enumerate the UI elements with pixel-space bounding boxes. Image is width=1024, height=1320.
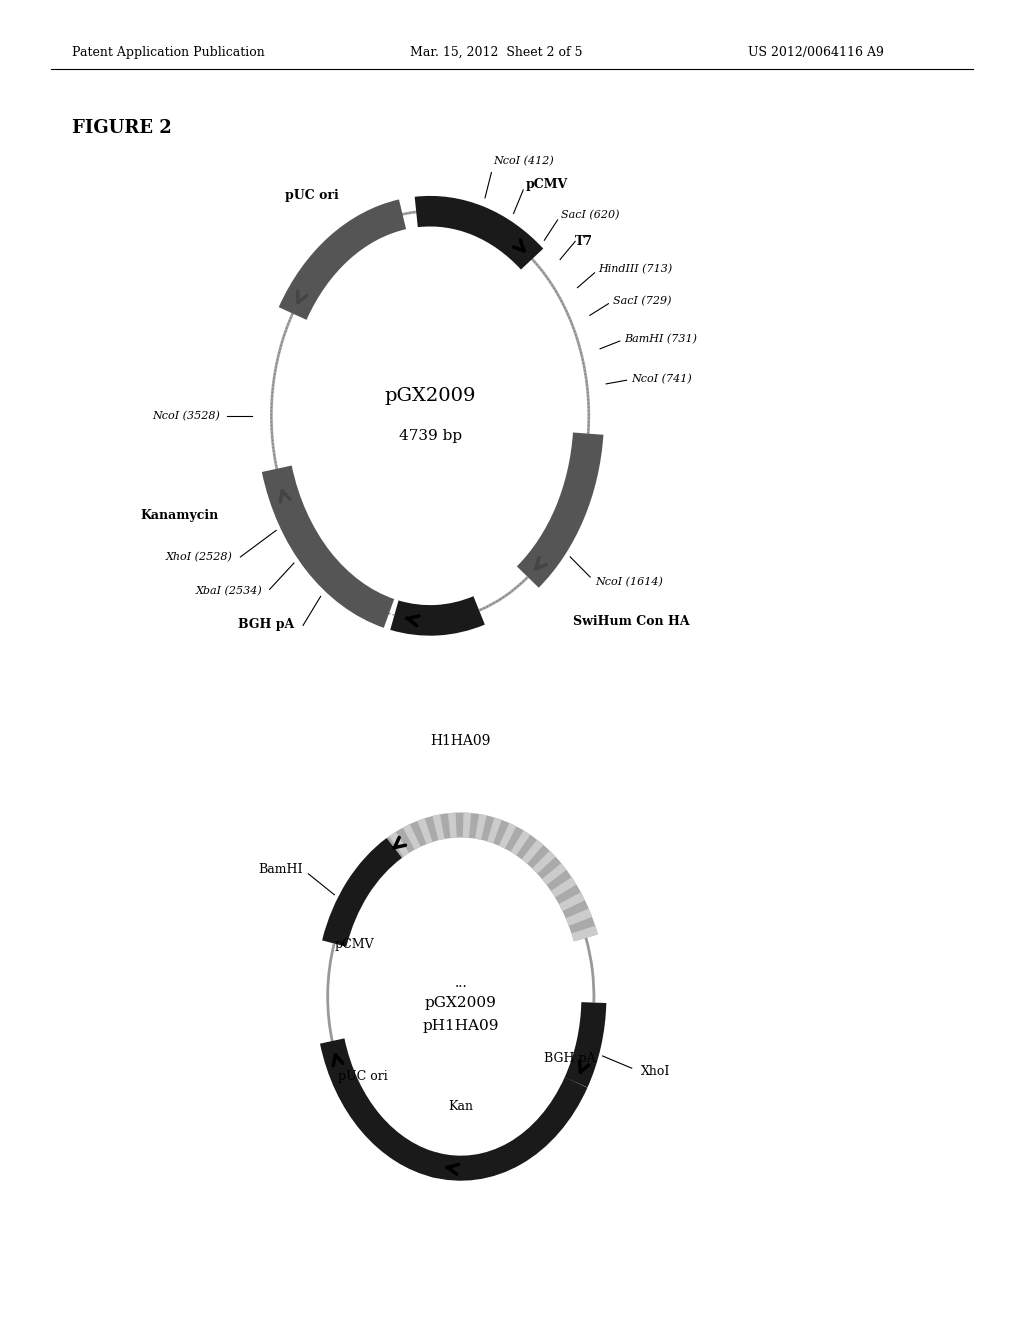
Text: pCMV: pCMV bbox=[525, 178, 567, 191]
Text: BGH pA: BGH pA bbox=[544, 1052, 595, 1065]
Text: US 2012/0064116 A9: US 2012/0064116 A9 bbox=[748, 46, 884, 59]
Text: BamHI: BamHI bbox=[258, 863, 303, 875]
Text: Mar. 15, 2012  Sheet 2 of 5: Mar. 15, 2012 Sheet 2 of 5 bbox=[410, 46, 582, 59]
Text: XhoI (2528): XhoI (2528) bbox=[166, 552, 232, 562]
Text: SacI (620): SacI (620) bbox=[561, 210, 620, 220]
Text: FIGURE 2: FIGURE 2 bbox=[72, 119, 171, 137]
Text: XbaI (2534): XbaI (2534) bbox=[196, 586, 262, 597]
Text: Kanamycin: Kanamycin bbox=[140, 508, 218, 521]
Text: pUC ori: pUC ori bbox=[338, 1069, 387, 1082]
Text: Patent Application Publication: Patent Application Publication bbox=[72, 46, 264, 59]
Text: pGX2009: pGX2009 bbox=[384, 387, 476, 405]
Text: XhoI: XhoI bbox=[641, 1065, 670, 1078]
Text: NcoI (741): NcoI (741) bbox=[631, 374, 692, 384]
Text: SwiHum Con HA: SwiHum Con HA bbox=[573, 615, 690, 627]
Text: pCMV: pCMV bbox=[334, 939, 374, 950]
Text: BGH pA: BGH pA bbox=[239, 618, 294, 631]
Text: Kan: Kan bbox=[449, 1100, 473, 1113]
Text: NcoI (3528): NcoI (3528) bbox=[153, 411, 220, 421]
Text: BamHI (731): BamHI (731) bbox=[625, 334, 697, 345]
Text: SacI (729): SacI (729) bbox=[612, 296, 671, 306]
Text: pUC ori: pUC ori bbox=[286, 189, 339, 202]
Text: 4739 bp: 4739 bp bbox=[398, 429, 462, 442]
Text: HindIII (713): HindIII (713) bbox=[598, 264, 673, 275]
Text: T7: T7 bbox=[575, 235, 593, 248]
Text: NcoI (412): NcoI (412) bbox=[493, 156, 554, 166]
Text: pGX2009: pGX2009 bbox=[425, 997, 497, 1010]
Text: pH1HA09: pH1HA09 bbox=[423, 1019, 499, 1032]
Text: H1HA09: H1HA09 bbox=[431, 734, 490, 747]
Text: NcoI (1614): NcoI (1614) bbox=[595, 577, 664, 587]
Text: ...: ... bbox=[455, 977, 467, 990]
